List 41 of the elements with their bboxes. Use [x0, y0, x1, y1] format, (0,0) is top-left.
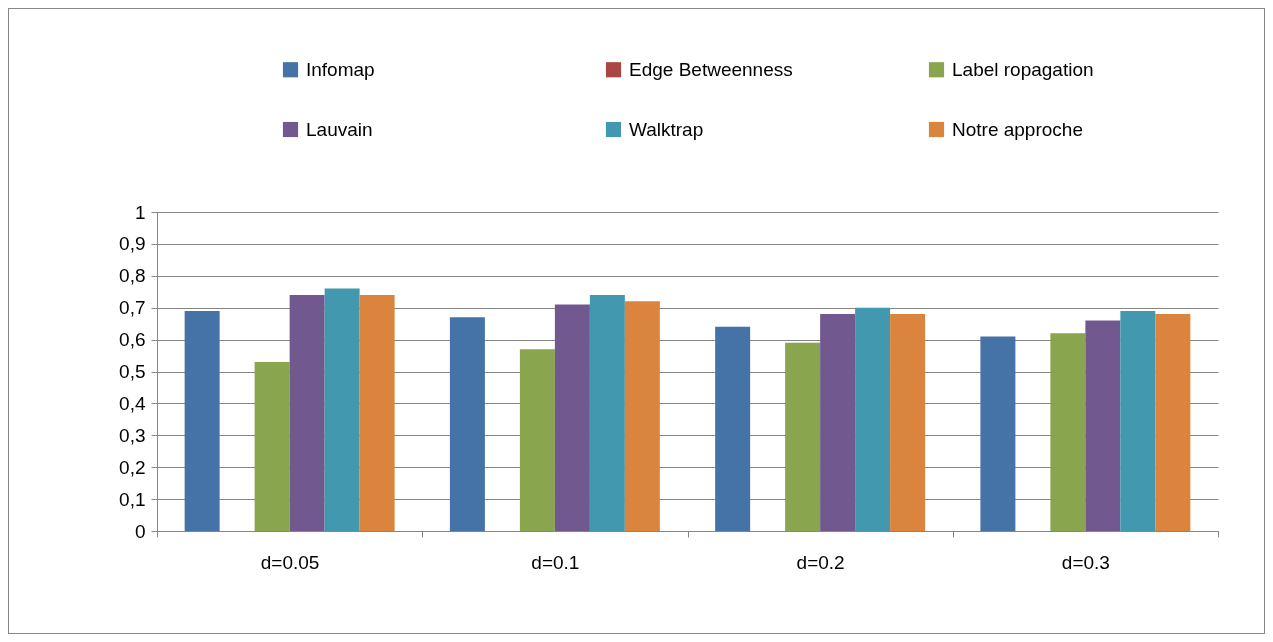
bar — [980, 336, 1016, 531]
legend-label: Edge Betweenness — [629, 58, 793, 80]
bar — [785, 342, 821, 531]
y-tick-label: 0,8 — [119, 265, 146, 287]
bar — [289, 294, 325, 531]
bar — [184, 310, 220, 531]
y-tick-label: 0,4 — [119, 392, 146, 414]
y-tick-label: 0,2 — [119, 456, 146, 478]
bar — [624, 301, 660, 531]
bar — [890, 314, 926, 531]
bar — [1155, 314, 1191, 531]
bar — [359, 294, 395, 531]
y-tick-label: 0,3 — [119, 424, 146, 446]
y-tick-label: 0,5 — [119, 361, 146, 382]
legend-label: Label ropagation — [952, 58, 1094, 80]
bar — [519, 349, 555, 531]
bar — [449, 317, 485, 531]
bar — [254, 361, 290, 531]
y-tick-label: 1 — [134, 201, 146, 223]
bar — [855, 307, 891, 531]
bar — [324, 288, 360, 531]
x-tick-label: d=0.1 — [531, 551, 580, 573]
y-tick-label: 0,7 — [119, 297, 146, 319]
legend-label: Notre approche — [952, 118, 1083, 140]
legend-label: Infomap — [306, 58, 375, 80]
bar — [589, 294, 625, 531]
legend-label: Lauvain — [306, 118, 373, 140]
bar — [1050, 333, 1086, 531]
x-tick-label: d=0.05 — [260, 551, 320, 573]
x-tick-label: d=0.3 — [1061, 551, 1110, 573]
y-tick-label: 0,1 — [119, 488, 146, 510]
y-tick-label: 0,6 — [119, 329, 146, 351]
bar — [820, 314, 856, 531]
y-tick-label: 0 — [134, 520, 146, 542]
x-tick-label: d=0.2 — [796, 551, 845, 573]
y-tick-label: 0,9 — [119, 233, 146, 255]
bar — [554, 304, 590, 531]
legend-label: Walktrap — [629, 118, 704, 140]
bar — [715, 326, 751, 531]
bar — [1120, 310, 1156, 531]
bar — [1085, 320, 1121, 531]
